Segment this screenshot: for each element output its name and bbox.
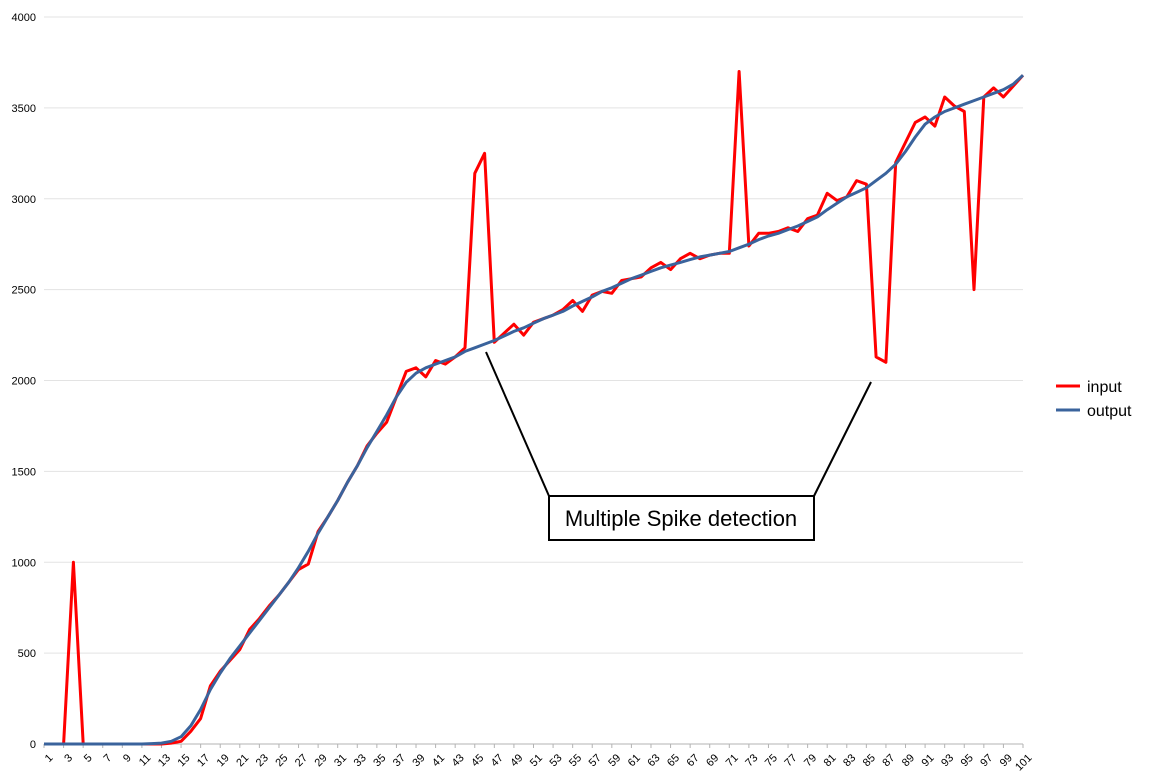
- x-tick-label: 77: [782, 752, 799, 769]
- x-tick-label: 61: [626, 752, 643, 769]
- x-tick-label: 45: [469, 752, 486, 769]
- x-tick-label: 9: [121, 752, 134, 765]
- y-tick-label: 3500: [12, 103, 36, 115]
- annotation-box: [548, 495, 815, 541]
- x-tick-label: 33: [352, 752, 369, 769]
- x-tick-label: 101: [1013, 752, 1034, 773]
- x-tick-label: 43: [450, 752, 467, 769]
- x-tick-label: 73: [743, 752, 760, 769]
- x-tick-label: 19: [215, 752, 232, 769]
- annotation-text: Multiple Spike detection: [565, 506, 797, 531]
- x-tick-label: 27: [293, 752, 310, 769]
- x-tick-label: 91: [920, 752, 937, 769]
- y-tick-label: 500: [18, 648, 36, 660]
- x-tick-label: 67: [685, 752, 702, 769]
- x-tick-label: 97: [978, 752, 995, 769]
- x-tick-label: 41: [430, 752, 447, 769]
- x-tick-label: 69: [704, 752, 721, 769]
- y-tick-label: 2000: [12, 376, 36, 388]
- x-tick-label: 95: [959, 752, 976, 769]
- x-tick-label: 11: [137, 752, 154, 769]
- x-tick-label: 65: [665, 752, 682, 769]
- y-tick-label: 3000: [12, 194, 36, 206]
- x-tick-label: 59: [606, 752, 623, 769]
- x-tick-label: 71: [724, 752, 741, 769]
- x-tick-label: 99: [998, 752, 1015, 769]
- x-tick-label: 25: [273, 752, 290, 769]
- x-tick-label: 79: [802, 752, 819, 769]
- x-tick-label: 75: [763, 752, 780, 769]
- y-tick-label: 4000: [12, 12, 36, 24]
- y-tick-label: 1500: [12, 466, 36, 478]
- y-tick-label: 2500: [12, 285, 36, 297]
- x-tick-label: 5: [82, 752, 95, 765]
- legend-label-output: output: [1087, 403, 1132, 420]
- x-tick-label: 55: [567, 752, 584, 769]
- annotation-pointer-left: [485, 351, 550, 497]
- x-tick-label: 15: [175, 752, 192, 769]
- series-line-input: [44, 70, 1025, 746]
- x-tick-label: 83: [841, 752, 858, 769]
- x-tick-label: 31: [332, 752, 349, 769]
- x-tick-label: 23: [254, 752, 271, 769]
- x-tick-label: 1: [43, 752, 56, 765]
- y-axis: 0 500 1000 1500 2000 2500 3000 3500 4000: [12, 12, 36, 751]
- x-tick-label: 89: [900, 752, 917, 769]
- annotation: Multiple Spike detection: [485, 351, 872, 541]
- x-tick-label: 35: [371, 752, 388, 769]
- x-axis: 1 3 5 7 9 11 13 15 17 19 21 23 25 27 29 31 33 35 37 39 41 43 4…: [43, 744, 1035, 774]
- series-line-output: [44, 74, 1025, 746]
- x-tick-label: 37: [391, 752, 408, 769]
- x-tick-label: 29: [313, 752, 330, 769]
- x-tick-label: 57: [587, 752, 604, 769]
- x-tick-label: 3: [62, 752, 75, 765]
- x-tick-label: 51: [528, 752, 545, 769]
- x-tick-label: 49: [508, 752, 525, 769]
- y-tick-label: 1000: [12, 557, 36, 569]
- y-tick-label: 0: [30, 739, 36, 751]
- x-tick-label: 85: [861, 752, 878, 769]
- x-tick-label: 47: [489, 752, 506, 769]
- legend: input output: [1056, 379, 1132, 420]
- x-tick-label: 53: [547, 752, 564, 769]
- x-tick-label: 39: [410, 752, 427, 769]
- annotation-pointer-right: [813, 381, 872, 497]
- x-tick-label: 7: [101, 752, 114, 765]
- x-tick-label: 93: [939, 752, 956, 769]
- legend-label-input: input: [1087, 379, 1122, 396]
- x-tick-label: 21: [234, 752, 251, 769]
- gridlines: [44, 16, 1023, 745]
- series-lines: [44, 70, 1025, 746]
- x-tick-label: 81: [822, 752, 839, 769]
- x-tick-label: 17: [195, 752, 212, 769]
- x-tick-label: 13: [156, 752, 173, 769]
- x-tick-label: 87: [880, 752, 897, 769]
- x-tick-label: 63: [645, 752, 662, 769]
